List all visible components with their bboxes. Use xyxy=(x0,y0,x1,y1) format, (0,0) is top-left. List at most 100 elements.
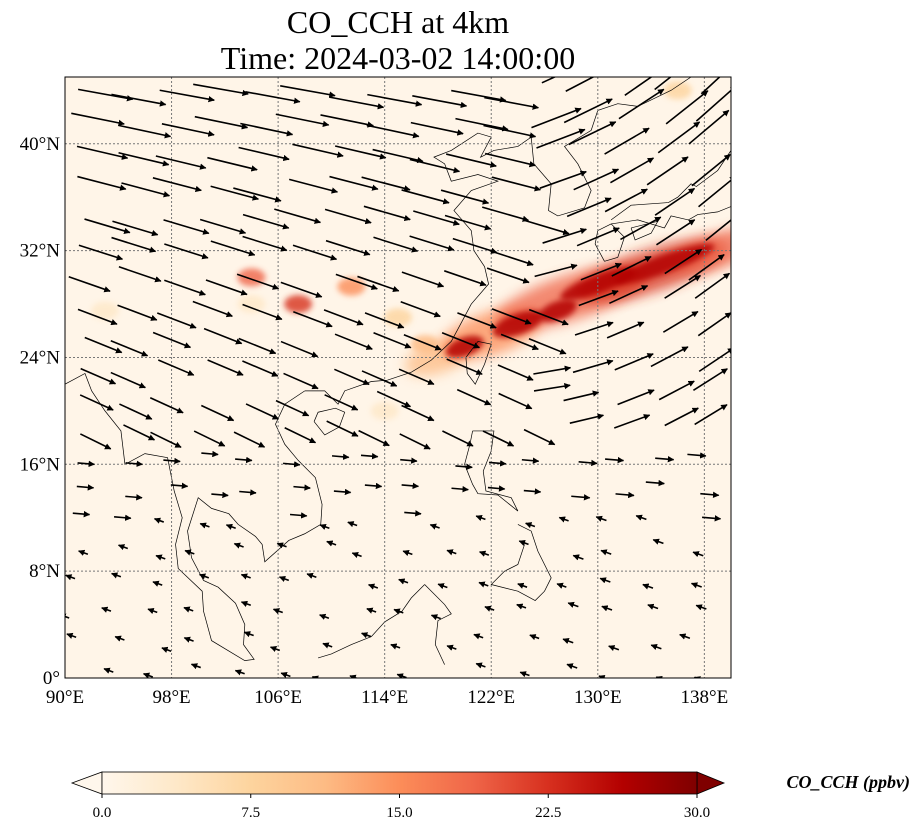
gridlines xyxy=(65,77,731,678)
lat-tick-label: 0° xyxy=(43,668,60,689)
lon-tick-label: 138°E xyxy=(681,687,729,708)
wind-arrow xyxy=(306,572,317,579)
wind-arrow xyxy=(123,424,156,441)
concentration-patch xyxy=(284,295,313,314)
wind-arrow xyxy=(558,516,569,523)
wind-arrow xyxy=(111,572,122,579)
wind-arrow xyxy=(595,515,607,522)
wind-arrow xyxy=(401,404,435,422)
wind-arrow xyxy=(233,431,266,448)
wind-arrow xyxy=(292,244,338,261)
wind-arrow xyxy=(207,359,244,376)
wind-arrow xyxy=(283,372,319,390)
wind-arrow xyxy=(404,510,422,517)
wind-arrow xyxy=(111,236,157,253)
wind-arrow xyxy=(161,123,215,137)
wind-arrow xyxy=(446,549,457,556)
wind-arrow xyxy=(284,427,317,444)
wind-arrow xyxy=(563,390,600,402)
wind-arrow xyxy=(364,482,383,490)
wind-arrow xyxy=(366,607,377,614)
wind-arrow xyxy=(368,583,379,590)
wind-arrow xyxy=(153,517,165,524)
wind-arrow xyxy=(523,488,542,495)
wind-arrow xyxy=(576,227,620,247)
wind-arrow xyxy=(642,583,654,590)
colorbar-label: CO_CCH (ppbv) xyxy=(787,772,911,793)
wind-arrow xyxy=(276,542,287,549)
wind-arrow xyxy=(679,633,691,640)
lon-tick-label: 122°E xyxy=(467,687,515,708)
wind-arrow xyxy=(269,645,281,653)
wind-arrow xyxy=(147,608,158,615)
wind-arrow xyxy=(688,109,730,145)
axis-ticks: 90°E 98°E 106°E 114°E 122°E 130°E 138°E 0° 8°N 16… xyxy=(20,134,729,708)
wind-arrow xyxy=(523,428,556,446)
lon-tick-label: 106°E xyxy=(254,687,302,708)
wind-arrow xyxy=(289,512,308,519)
wind-arrow xyxy=(533,365,572,375)
wind-arrow xyxy=(323,309,364,326)
wind-arrow xyxy=(364,312,405,329)
wind-arrow xyxy=(360,453,379,460)
wind-arrow xyxy=(234,669,245,676)
coastline xyxy=(610,150,731,221)
wind-arrow xyxy=(366,124,420,139)
wind-arrow xyxy=(398,368,435,385)
wind-arrow xyxy=(117,304,158,321)
wind-arrow xyxy=(193,430,226,447)
coastline xyxy=(313,407,346,436)
lon-tick-label: 114°E xyxy=(361,687,408,708)
wind-arrow xyxy=(319,613,330,620)
wind-arrow xyxy=(473,633,484,640)
wind-arrow xyxy=(452,237,498,254)
wind-arrow xyxy=(694,404,728,426)
wind-arrow xyxy=(77,175,127,191)
wind-arrow xyxy=(542,227,587,244)
wind-arrow xyxy=(695,85,731,122)
wind-arrow xyxy=(500,333,539,351)
plume-core xyxy=(492,310,544,338)
wind-arrow xyxy=(76,145,129,160)
wind-arrow xyxy=(694,272,731,299)
map-background xyxy=(65,77,731,678)
coastline xyxy=(304,132,532,405)
wind-arrow xyxy=(523,219,570,236)
wind-arrow xyxy=(288,178,339,194)
wind-arrow xyxy=(572,359,614,374)
wind-arrow xyxy=(320,114,374,128)
wind-arrow xyxy=(201,450,219,458)
wind-arrow xyxy=(361,632,372,639)
wind-arrow xyxy=(497,364,534,381)
wind-arrow xyxy=(72,677,80,678)
wind-arrow xyxy=(566,197,612,218)
colorbar-tick-label: 22.5 xyxy=(535,805,561,821)
wind-arrow xyxy=(335,273,378,290)
wind-arrow xyxy=(79,394,114,411)
wind-arrow xyxy=(110,371,146,389)
wind-arrow xyxy=(518,539,529,547)
plume-core xyxy=(560,267,636,301)
wind-arrow xyxy=(235,456,253,464)
wind-arrow xyxy=(655,456,675,463)
wind-arrow xyxy=(361,370,398,387)
wind-arrow xyxy=(562,638,574,645)
wind-arrow xyxy=(390,643,401,650)
wind-arrow xyxy=(205,279,248,296)
wind-arrow xyxy=(613,414,651,429)
wind-arrow xyxy=(401,482,420,490)
lat-tick-label: 16°N xyxy=(20,454,61,475)
lat-tick-label: 24°N xyxy=(20,347,61,368)
wind-arrow xyxy=(373,236,419,253)
wind-arrow xyxy=(242,360,279,377)
wind-arrow xyxy=(110,339,149,357)
wind-arrow xyxy=(77,460,95,468)
wind-arrow xyxy=(567,601,579,608)
wind-arrow xyxy=(275,399,310,417)
wind-arrow xyxy=(311,675,319,678)
wind-arrow xyxy=(600,549,612,556)
wind-arrow xyxy=(489,249,534,267)
colorbar-tick-label: 15.0 xyxy=(386,805,412,821)
wind-arrow xyxy=(324,208,372,225)
wind-arrow xyxy=(650,644,662,651)
